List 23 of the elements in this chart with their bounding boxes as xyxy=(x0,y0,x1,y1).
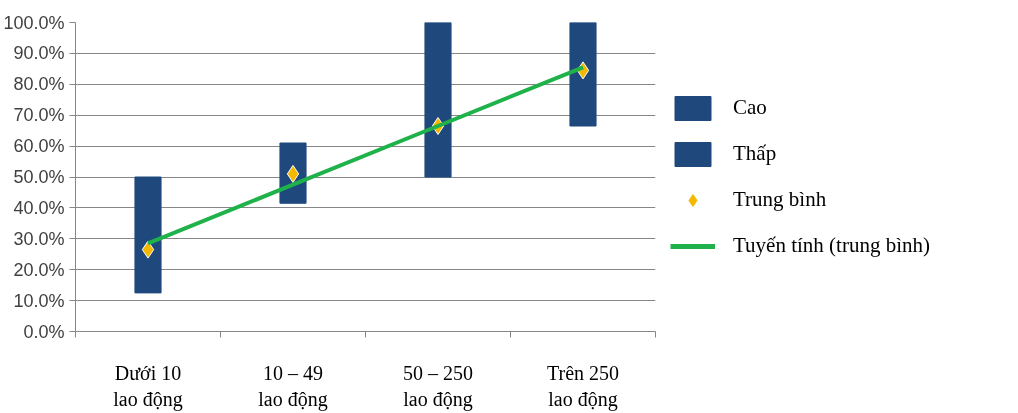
y-tick-label: 50.0% xyxy=(13,167,65,187)
y-tick-label: 70.0% xyxy=(13,105,65,126)
y-tick-label: 60.0% xyxy=(13,136,65,157)
y-tick-label: 20.0% xyxy=(13,259,65,280)
legend-label: Cao xyxy=(733,95,767,120)
bar xyxy=(569,22,597,127)
legend-label: Tuyến tính (trung bình) xyxy=(733,233,930,258)
y-tick-label: 10.0% xyxy=(13,290,65,311)
y-tick-label: 30.0% xyxy=(13,228,65,249)
x-tick-label: 50 – 250 lao động xyxy=(403,361,473,411)
bar xyxy=(134,176,162,294)
text: Thấp xyxy=(733,141,777,166)
y-tick-label: 100.0% xyxy=(3,12,65,33)
bar xyxy=(424,22,452,178)
legend-label: Trung bình xyxy=(733,187,827,212)
y-tick-label: 90.0% xyxy=(13,43,65,64)
x-tick-label: Dưới 10 lao động xyxy=(113,361,183,411)
x-tick-label: 10 – 49 lao động xyxy=(258,361,328,411)
y-tick-label: 40.0% xyxy=(13,197,65,218)
x-tick-label: Trên 250 lao động xyxy=(546,361,620,411)
y-tick-label: 80.0% xyxy=(13,74,65,95)
point xyxy=(141,240,155,259)
y-tick-label: 0.0% xyxy=(23,321,65,342)
